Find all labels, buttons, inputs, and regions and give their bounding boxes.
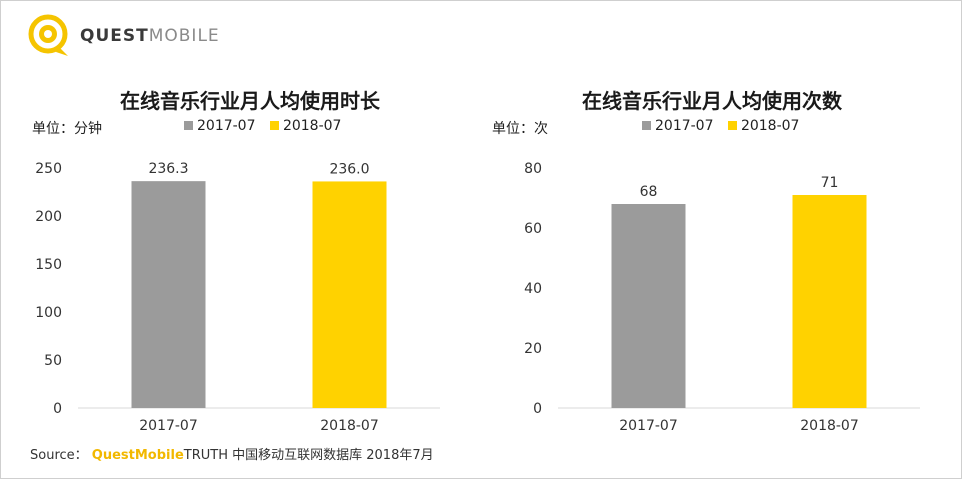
y-tick-label: 40 [524, 281, 542, 297]
legend-swatch [727, 121, 737, 130]
y-tick-label: 100 [35, 305, 62, 321]
legend-item: 2018-07 [727, 118, 800, 134]
legend-item: 2018-07 [269, 118, 342, 134]
y-tick-label: 60 [524, 221, 542, 237]
source-note: Source： QuestMobileTRUTH 中国移动互联网数据库 2018… [30, 444, 434, 463]
bar-2018-07 [312, 181, 387, 408]
legend-label: 2017-07 [655, 118, 714, 134]
y-tick-label: 0 [53, 401, 62, 417]
legend-label: 2018-07 [282, 118, 342, 134]
chart-legend: 2017-07 2018-07 [184, 118, 351, 134]
y-tick-label: 50 [44, 353, 62, 369]
bar-2017-07 [131, 181, 206, 408]
duration-bar-chart: 0 50 100 150 200 250 236.3 2017-07 236.0 2018-07 [35, 161, 440, 434]
legend-swatch [184, 121, 193, 130]
unit-label: 单位：分钟 [32, 121, 102, 137]
legend-swatch [642, 121, 651, 130]
data-label: 68 [640, 184, 658, 200]
y-tick-label: 80 [524, 161, 542, 177]
source-text: TRUTH 中国移动互联网数据库 2018年7月 [183, 448, 434, 463]
legend-item: 2017-07 [642, 118, 714, 134]
chart-title: 在线音乐行业月人均使用次数 [582, 89, 842, 113]
x-tick-label: 2017-07 [619, 418, 678, 434]
bar-2018-07 [792, 195, 867, 408]
y-tick-label: 0 [533, 401, 542, 417]
data-label: 71 [821, 175, 839, 191]
data-label: 236.0 [329, 161, 369, 177]
frequency-bar-chart: 0 20 40 60 80 68 2017-07 71 2018-07 [524, 161, 920, 434]
legend-label: 2017-07 [197, 118, 256, 134]
logo-text-light: MOBILE [148, 26, 220, 46]
bar-2017-07 [611, 204, 686, 408]
source-prefix: Source： [30, 448, 88, 463]
legend-label: 2018-07 [740, 118, 800, 134]
logo-mark-icon [28, 14, 68, 56]
legend-item: 2017-07 [184, 118, 256, 134]
y-tick-label: 200 [35, 209, 62, 225]
source-brand: QuestMobile [91, 448, 184, 463]
legend-swatch [269, 121, 279, 130]
data-label: 236.3 [148, 161, 188, 177]
chart-title: 在线音乐行业月人均使用时长 [120, 89, 380, 113]
x-tick-label: 2018-07 [800, 418, 859, 434]
y-tick-label: 250 [35, 161, 62, 177]
logo-text-bold: QUEST [80, 26, 149, 46]
unit-label: 单位：次 [492, 121, 548, 137]
x-tick-label: 2018-07 [320, 418, 379, 434]
chart-legend: 2017-07 2018-07 [642, 118, 809, 134]
y-tick-label: 150 [35, 257, 62, 273]
x-tick-label: 2017-07 [139, 418, 198, 434]
y-tick-label: 20 [524, 341, 542, 357]
